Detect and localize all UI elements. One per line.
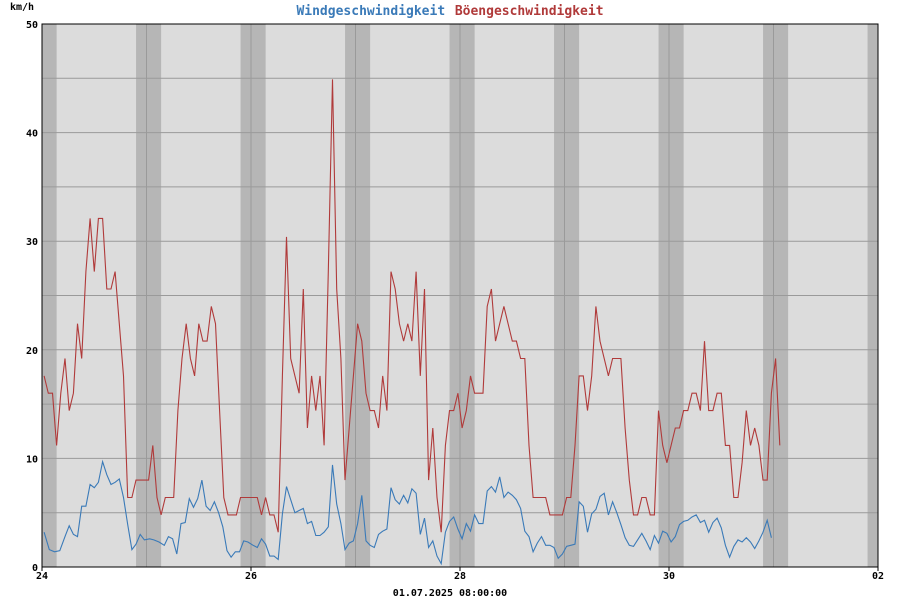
series-line-2 (43, 79, 781, 533)
x-tick-label: 28 (454, 571, 466, 582)
title-series-2: Böengeschwindigkeit (454, 4, 604, 19)
x-tick-label: 24 (36, 571, 48, 582)
chart-title: Windgeschwindigkeit Böengeschwindigkeit (0, 0, 900, 19)
x-tick-label: 02 (872, 571, 884, 582)
axes: 0 10 20 30 40 50 24 26 28 30 02 (26, 20, 884, 582)
timestamp-footer: 01.07.2025 08:00:00 (392, 588, 508, 599)
y-tick-label: 0 (32, 563, 38, 574)
y-tick-label: 40 (26, 129, 38, 140)
series-layer (43, 79, 781, 566)
title-series-1: Windgeschwindigkeit (296, 4, 446, 19)
x-tick-label: 30 (663, 571, 675, 582)
y-tick-label: 10 (26, 454, 38, 465)
y-tick-label: 30 (26, 237, 38, 248)
y-tick-label: 50 (26, 20, 38, 31)
x-tick-label: 26 (245, 571, 257, 582)
y-tick-label: 20 (26, 346, 38, 357)
series-line-1 (43, 459, 772, 566)
y-axis-unit: km/h (10, 2, 35, 13)
